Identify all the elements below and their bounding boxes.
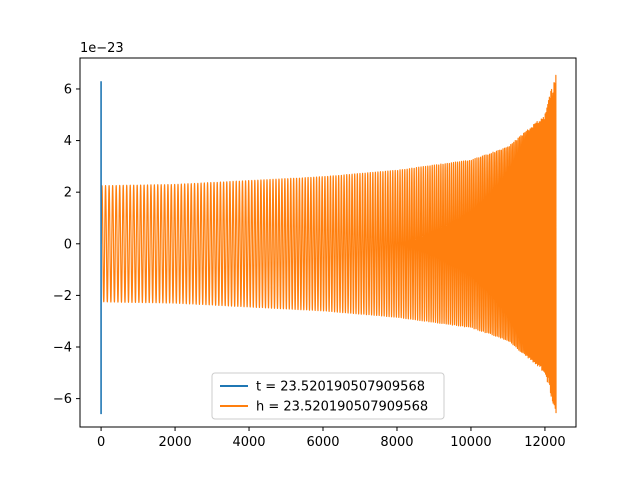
legend-label: t = 23.520190507909568 — [256, 380, 425, 395]
x-tick-label: 4000 — [232, 435, 265, 450]
y-tick-label: 0 — [64, 237, 72, 252]
legend: t = 23.520190507909568 h = 23.52019050790… — [211, 372, 445, 420]
y-tick-label: 6 — [64, 82, 72, 97]
x-tick-label: 0 — [97, 435, 105, 450]
x-tick-label: 10000 — [450, 435, 491, 450]
series-group — [100, 74, 557, 415]
legend-label: h = 23.520190507909568 — [256, 400, 428, 415]
y-tick-label: 2 — [64, 186, 72, 201]
x-tick-label: 12000 — [524, 435, 565, 450]
series-layer — [100, 74, 557, 415]
axes-frame — [79, 57, 577, 428]
y-tick-label: −4 — [53, 341, 72, 356]
y-tick-label: −2 — [53, 289, 72, 304]
y-tick-label: 4 — [64, 134, 72, 149]
y-tick-label: −6 — [53, 392, 72, 407]
x-tick-label: 8000 — [380, 435, 413, 450]
series-h-line — [100, 74, 557, 414]
axes-layer: 0 2000 4000 6000 8000 10000 12000 −6 −4 −2 0 2 4 6 — [53, 57, 577, 450]
legend-box — [211, 372, 445, 420]
x-tick-label: 6000 — [306, 435, 339, 450]
x-tick-label: 2000 — [159, 435, 192, 450]
y-offset-label: 1e−23 — [80, 41, 124, 56]
